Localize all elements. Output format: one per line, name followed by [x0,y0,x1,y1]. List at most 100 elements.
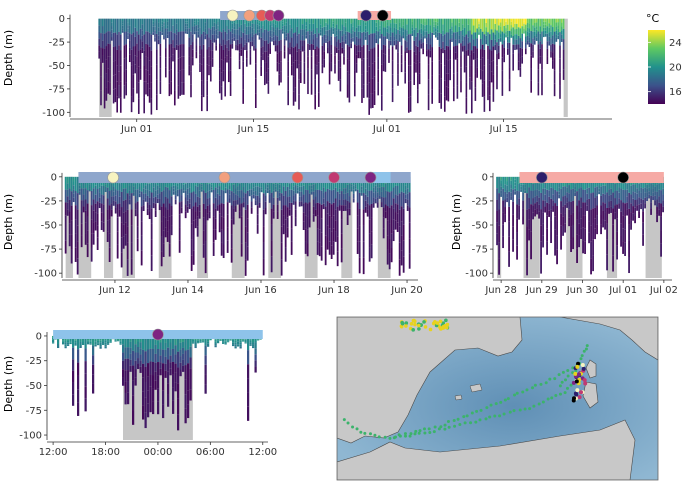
track-point [571,366,575,370]
track-point [469,421,473,425]
track-point [574,379,579,384]
status-bar [357,11,392,20]
track-point [418,429,422,433]
track-point [550,396,554,400]
track-point [474,420,478,424]
track-point [484,417,488,421]
x-tick-label: Jun 18 [317,285,350,296]
track-point [351,425,355,429]
map-frame [336,316,659,481]
track-point [577,395,582,400]
track-point [423,431,427,435]
x-tick-label: Jul 01 [608,285,637,296]
event-marker [364,171,377,184]
track-point [575,388,580,393]
y-axis-label: Depth (m) [2,194,15,250]
track-point [363,431,367,435]
colorbar-tick-label: 24 [669,38,682,49]
track-point [427,427,431,431]
track-point [413,432,417,436]
track-point [571,398,576,403]
track-point [346,421,350,425]
event-marker [536,171,548,184]
y-tick-label: -25 [472,196,488,207]
x-tick-label: 06:00 [196,447,225,458]
track-point [563,391,567,395]
track-point [444,325,449,330]
track-point [422,427,426,431]
track-point [582,378,587,383]
track-point [521,390,525,394]
track-point [428,430,432,434]
track-point [583,381,588,386]
map-land-corsica [585,359,597,379]
track-point [456,417,460,421]
track-point [518,408,522,412]
y-axis-label: Depth (m) [2,30,15,86]
track-point [393,435,397,439]
y-tick-label: -100 [42,108,65,119]
night-band [563,18,568,118]
track-point [435,321,440,325]
track-point [494,402,498,406]
track-point [499,400,503,404]
colorbar-title: °C [646,12,660,25]
track-point [423,325,428,329]
track-point [528,407,532,411]
track-point [417,327,421,331]
track-point [368,432,372,436]
track-point [573,371,578,376]
y-tick-label: 0 [59,14,65,25]
track-point [574,392,579,397]
y-tick-label: -50 [472,221,488,232]
track-point [575,364,580,369]
track-point [561,370,565,374]
x-tick-label: 00:00 [144,447,173,458]
event-marker [617,171,629,184]
x-tick-label: 18:00 [91,447,120,458]
night-band [606,176,618,278]
y-tick-label: 0 [482,172,488,183]
x-tick-label: Jun 30 [566,285,599,296]
track-point [553,377,557,381]
panel-june-zoom: 0 -25 -50 -75 -100 Jun 12 Jun 14 Jun 16 Jun 18 Ju… [2,171,423,296]
x-tick-label: Jun 16 [244,285,277,296]
track-point [564,378,568,382]
night-band [341,176,353,278]
track-point [404,324,408,328]
track-point [579,357,583,361]
track-point [479,408,483,412]
track-point [470,411,474,415]
event-marker [218,171,231,184]
track-point [566,368,570,372]
track-point [580,363,585,368]
track-point [443,427,447,431]
track-point [533,383,537,387]
track-point [444,318,448,323]
track-point [558,384,562,388]
track-point [373,433,377,437]
track-point [432,430,436,434]
track-point [548,377,552,381]
track-point [539,382,543,386]
track-point [417,431,421,435]
status-bar [368,172,391,183]
x-tick-label: Jul 15 [489,124,518,135]
track-point [433,425,437,429]
track-point [584,347,588,351]
track-point [342,418,346,422]
event-marker [360,9,372,22]
track-point [566,374,570,378]
track-point [537,402,541,406]
y-tick-label: -100 [465,269,488,280]
x-tick-label: Jun 20 [390,285,423,296]
y-tick-label: -100 [34,269,57,280]
track-point [404,321,409,325]
event-marker [107,171,119,184]
track-point [453,424,457,428]
track-point [582,349,586,353]
track-point [412,318,416,323]
y-tick-label: 0 [36,331,42,342]
track-point [409,322,414,326]
